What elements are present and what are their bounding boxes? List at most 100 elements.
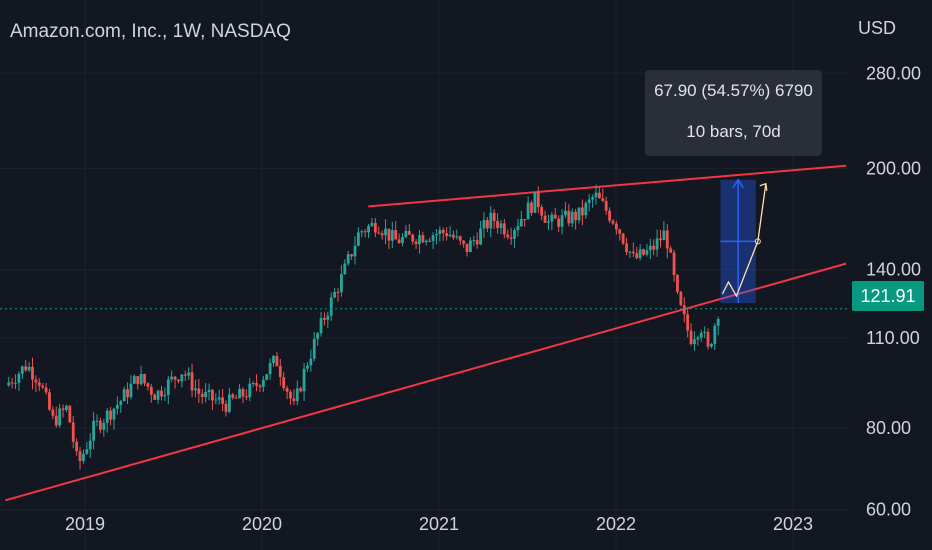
candle-body	[696, 337, 700, 340]
candle-body	[581, 207, 584, 216]
candle-body	[14, 382, 17, 384]
candle-body	[570, 211, 574, 224]
candle-body	[672, 252, 676, 276]
candle-body	[397, 239, 401, 244]
candle-body	[373, 222, 377, 233]
candle-body	[302, 368, 306, 392]
candle-body	[187, 372, 191, 376]
candle-body	[706, 331, 710, 347]
trendlines[interactable]	[5, 164, 847, 502]
candle-body	[547, 221, 550, 223]
candle-body	[614, 223, 618, 230]
candle-body	[41, 385, 45, 388]
candle-body	[526, 202, 530, 220]
projection-node[interactable]	[754, 238, 761, 245]
candle-body	[122, 389, 126, 402]
candle-body	[180, 374, 184, 382]
candle-body	[414, 241, 418, 245]
candle-body	[146, 383, 150, 387]
candle-body	[665, 230, 669, 249]
projection-arrow-head	[759, 182, 768, 191]
candle-body	[475, 240, 479, 245]
candle-body	[65, 405, 68, 410]
candle-body	[540, 206, 544, 216]
candle-body	[462, 240, 466, 244]
candle-body	[44, 387, 48, 393]
candle-body	[404, 230, 408, 237]
candle-body	[574, 211, 578, 221]
candle-body	[105, 410, 109, 423]
candle-body	[523, 219, 527, 221]
candle-body	[275, 355, 279, 367]
candle-body	[479, 228, 482, 245]
candle-body	[435, 234, 438, 236]
y-tick-label: 60.00	[866, 500, 911, 520]
candle-body	[238, 388, 241, 399]
candle-body	[200, 393, 204, 397]
candle-body	[676, 275, 679, 292]
candle-body	[577, 207, 581, 221]
candle-body	[224, 403, 228, 412]
candle-body	[319, 318, 323, 334]
candle-body	[567, 210, 571, 224]
y-tick-label: 140.00	[866, 260, 921, 280]
candle-body	[455, 236, 459, 238]
candle-body	[160, 390, 163, 397]
candle-body	[353, 245, 357, 257]
candle-body	[272, 355, 275, 363]
candle-body	[659, 238, 662, 241]
candle-body	[652, 245, 656, 250]
candle-body	[27, 366, 31, 371]
candle-body	[682, 305, 686, 315]
price-axis[interactable]: 280.00 200.00 140.00 110.00 80.00 60.00	[866, 63, 921, 519]
candle-body	[638, 249, 642, 259]
candle-body	[384, 228, 387, 236]
candle-body	[268, 362, 272, 375]
trendline-lower[interactable]	[5, 262, 847, 502]
candle-body	[631, 251, 635, 254]
y-tick-label: 280.00	[866, 63, 921, 83]
candle-body	[48, 392, 51, 410]
candle-body	[689, 330, 693, 345]
candle-body	[492, 212, 496, 222]
candle-body	[115, 404, 119, 409]
candle-body	[143, 374, 146, 384]
candle-body	[17, 373, 21, 383]
candle-body	[177, 379, 180, 382]
candle-body	[360, 231, 364, 233]
candle-body	[61, 408, 65, 410]
chart-title: Amazon.com, Inc., 1W, NASDAQ	[10, 21, 291, 42]
candle-body	[655, 238, 659, 250]
y-tick-label: 110.00	[866, 328, 920, 348]
candle-body	[370, 222, 374, 227]
x-tick-label: 2021	[419, 514, 459, 534]
time-axis[interactable]: 2019 2020 2021 2022 2023	[65, 514, 813, 534]
candle-body	[560, 215, 564, 227]
candle-body	[221, 397, 224, 404]
candle-body	[204, 391, 208, 397]
candle-body	[441, 229, 445, 234]
measure-tool[interactable]	[720, 178, 768, 304]
candle-body	[132, 376, 136, 384]
candle-body	[716, 319, 720, 326]
candle-body	[587, 199, 591, 204]
candle-body	[231, 394, 235, 398]
y-tick-label: 80.00	[866, 418, 911, 438]
candle-body	[645, 250, 649, 255]
candle-body	[458, 236, 462, 241]
projection-path[interactable]	[721, 183, 767, 298]
candle-body	[533, 191, 537, 213]
candle-body	[557, 218, 561, 227]
candle-body	[591, 197, 595, 200]
candle-body	[285, 388, 289, 392]
candle-body	[611, 220, 615, 224]
candle-body	[394, 230, 398, 240]
candle-body	[227, 394, 231, 412]
candle-body	[679, 291, 683, 306]
candle-body	[112, 408, 116, 420]
x-tick-label: 2022	[596, 514, 636, 534]
candle-body	[516, 226, 520, 231]
trendline-upper[interactable]	[368, 164, 847, 208]
measure-change-text: 67.90 (54.57%) 6790	[654, 81, 813, 100]
